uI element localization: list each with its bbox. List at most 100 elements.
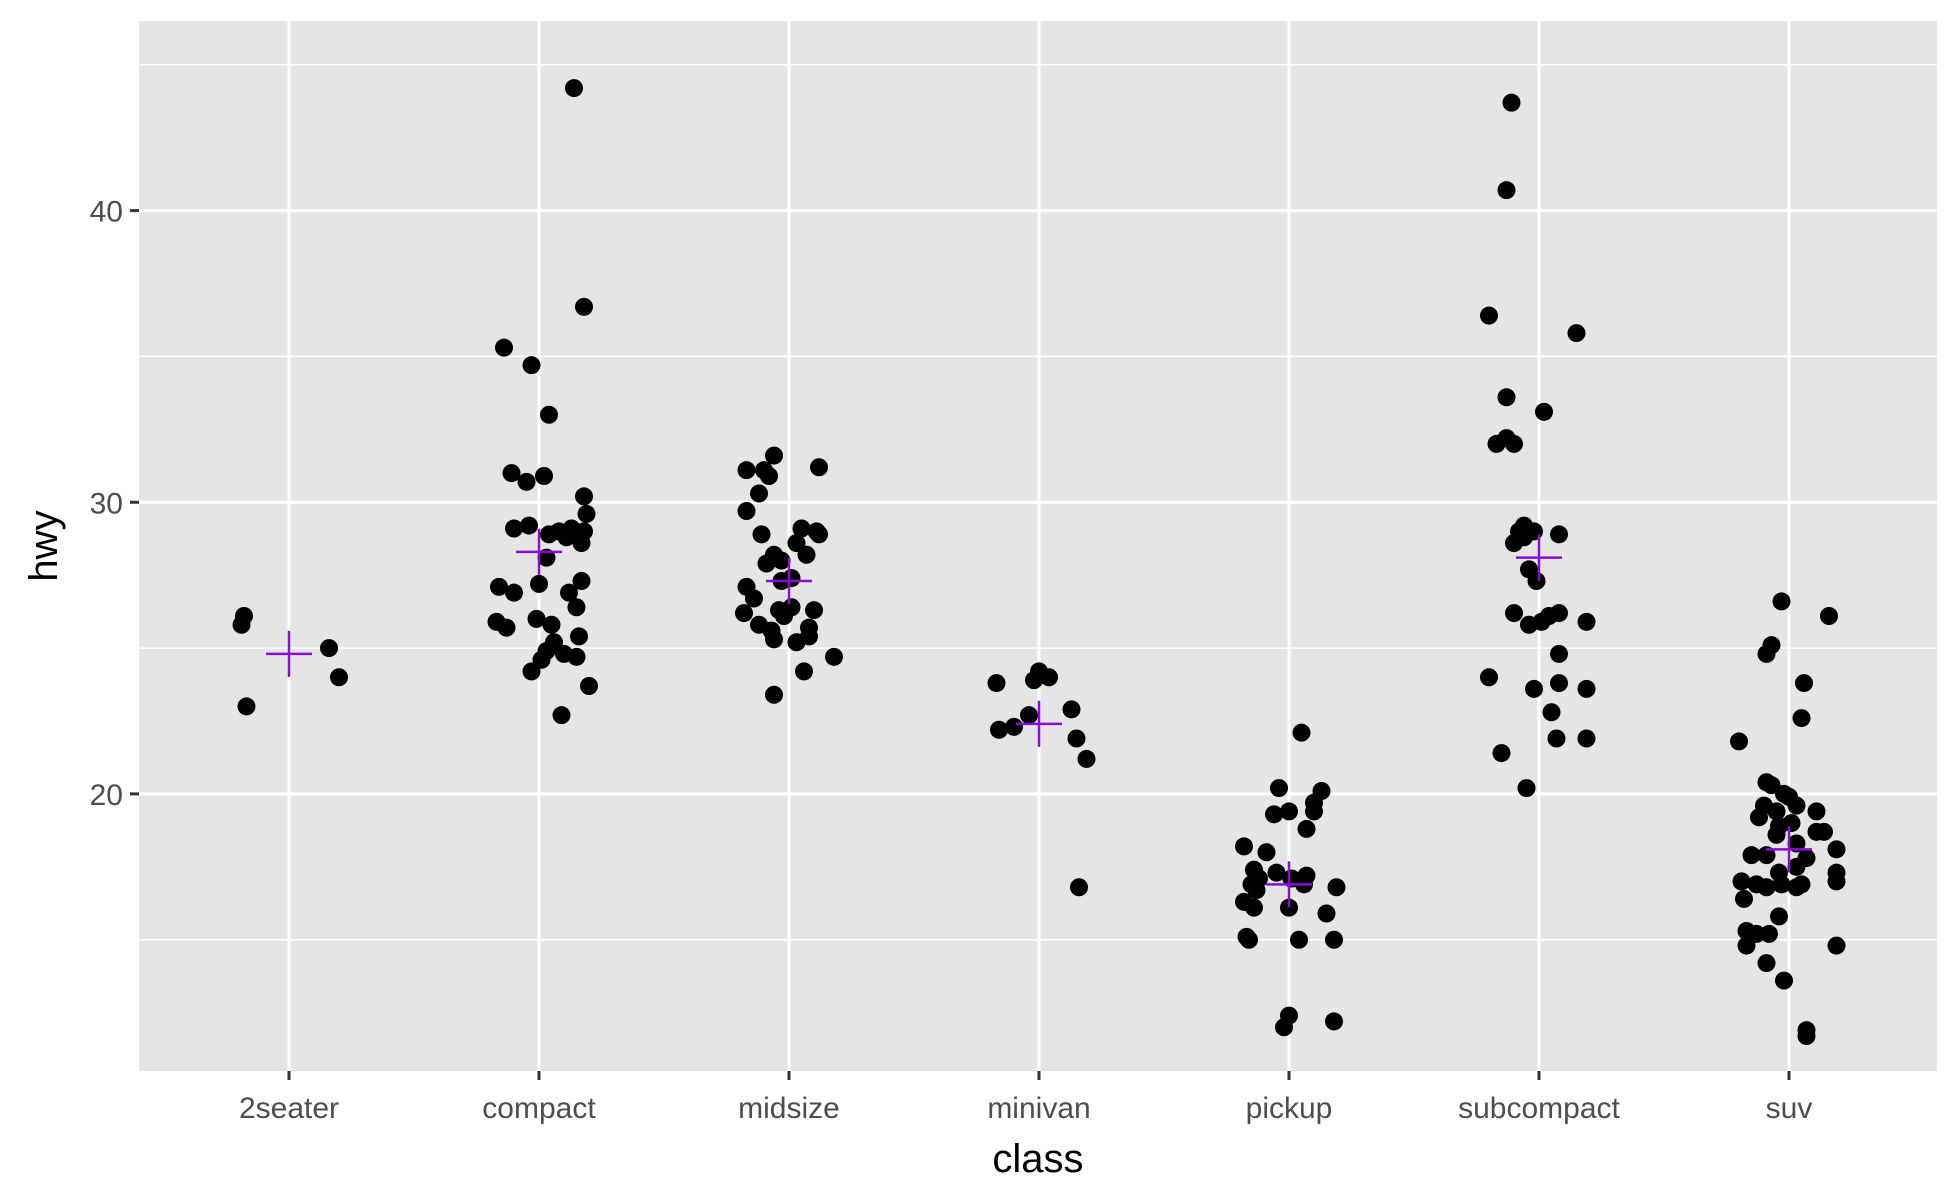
data-point [1827, 840, 1846, 859]
x-axis: 2seater compact midsize minivan pickup subcom… [239, 1071, 1812, 1125]
data-point [772, 551, 791, 570]
x-tick-label: suv [1766, 1092, 1813, 1125]
data-point [1772, 875, 1791, 894]
x-tick-label: pickup [1246, 1092, 1333, 1125]
data-point [1550, 604, 1568, 623]
data-point [1827, 936, 1846, 955]
x-tick-label: compact [482, 1092, 596, 1125]
data-point [1757, 878, 1776, 897]
data-point [1325, 930, 1343, 949]
data-point [752, 525, 771, 544]
data-point [1275, 1018, 1293, 1037]
data-point [1515, 528, 1533, 547]
data-point [580, 677, 598, 695]
data-point [557, 528, 576, 547]
mean-cross-marker [1766, 826, 1812, 873]
data-point [1577, 679, 1596, 698]
data-point [1067, 729, 1086, 748]
data-point [1767, 825, 1786, 844]
data-point [1535, 402, 1553, 421]
data-point [1292, 723, 1311, 742]
data-point [800, 627, 818, 646]
data-point [522, 356, 541, 375]
data-point [1505, 604, 1523, 623]
data-point [1240, 930, 1258, 949]
data-point [1827, 872, 1846, 891]
x-axis-title: class [992, 1137, 1083, 1181]
data-point [1502, 93, 1521, 112]
data-point [537, 548, 556, 567]
data-point [505, 583, 523, 602]
data-point [1527, 572, 1546, 590]
mean-cross-marker [516, 528, 562, 575]
data-point [235, 607, 253, 625]
data-point [1772, 592, 1791, 611]
data-point [1567, 324, 1586, 343]
mean-markers [266, 528, 1812, 908]
data-point [1775, 971, 1793, 990]
data-point [1532, 612, 1551, 631]
data-point [1525, 679, 1543, 698]
data-point [1787, 857, 1806, 876]
data-point [1797, 1027, 1816, 1045]
data-point [1757, 846, 1776, 865]
data-point [320, 639, 338, 658]
data-point [1280, 802, 1298, 821]
data-point [1767, 802, 1786, 821]
data-point [1247, 881, 1266, 900]
data-point [1792, 875, 1811, 894]
data-point [1280, 898, 1298, 917]
data-point [530, 574, 548, 593]
data-point [1770, 907, 1788, 926]
data-point [750, 484, 768, 503]
y-axis-title: hwy [22, 510, 66, 581]
data-point [1547, 729, 1566, 748]
data-point [737, 502, 756, 520]
data-point [1005, 717, 1023, 736]
data-point [575, 297, 593, 316]
data-point [1497, 181, 1516, 200]
data-point [1235, 837, 1253, 856]
mean-cross-marker [266, 630, 312, 677]
data-point [1517, 779, 1536, 798]
data-point [1762, 776, 1781, 795]
data-point [1317, 904, 1336, 923]
data-point [1542, 703, 1561, 722]
data-point [765, 446, 783, 465]
data-point [565, 79, 583, 98]
data-point [1290, 930, 1308, 949]
data-point [1480, 668, 1498, 687]
data-point [552, 706, 571, 725]
mean-cross-marker [766, 558, 812, 604]
data-point [1732, 872, 1751, 891]
data-point [1757, 644, 1776, 663]
data-point [760, 467, 778, 485]
data-point [1062, 700, 1081, 719]
data-point [1820, 607, 1838, 625]
data-point [495, 338, 513, 357]
data-point [782, 569, 801, 588]
data-point [1492, 744, 1511, 763]
data-point [1747, 924, 1766, 943]
data-point [502, 464, 521, 483]
data-point [797, 545, 816, 564]
data-point [1750, 808, 1768, 827]
data-point [805, 601, 823, 620]
data-point [1730, 732, 1748, 751]
data-point [1815, 822, 1833, 841]
data-point [560, 583, 578, 602]
data-point [1297, 819, 1316, 838]
data-point [535, 467, 553, 485]
data-point [1265, 805, 1283, 824]
data-point [505, 519, 523, 538]
data-point [1792, 709, 1811, 728]
data-point [1782, 814, 1801, 833]
data-point [522, 662, 541, 681]
data-point [542, 615, 561, 634]
data-point [1787, 796, 1806, 815]
data-point [497, 618, 516, 637]
data-point [1327, 878, 1346, 897]
data-point [810, 525, 828, 544]
mean-cross-marker [1266, 861, 1312, 908]
data-point [1070, 878, 1088, 897]
